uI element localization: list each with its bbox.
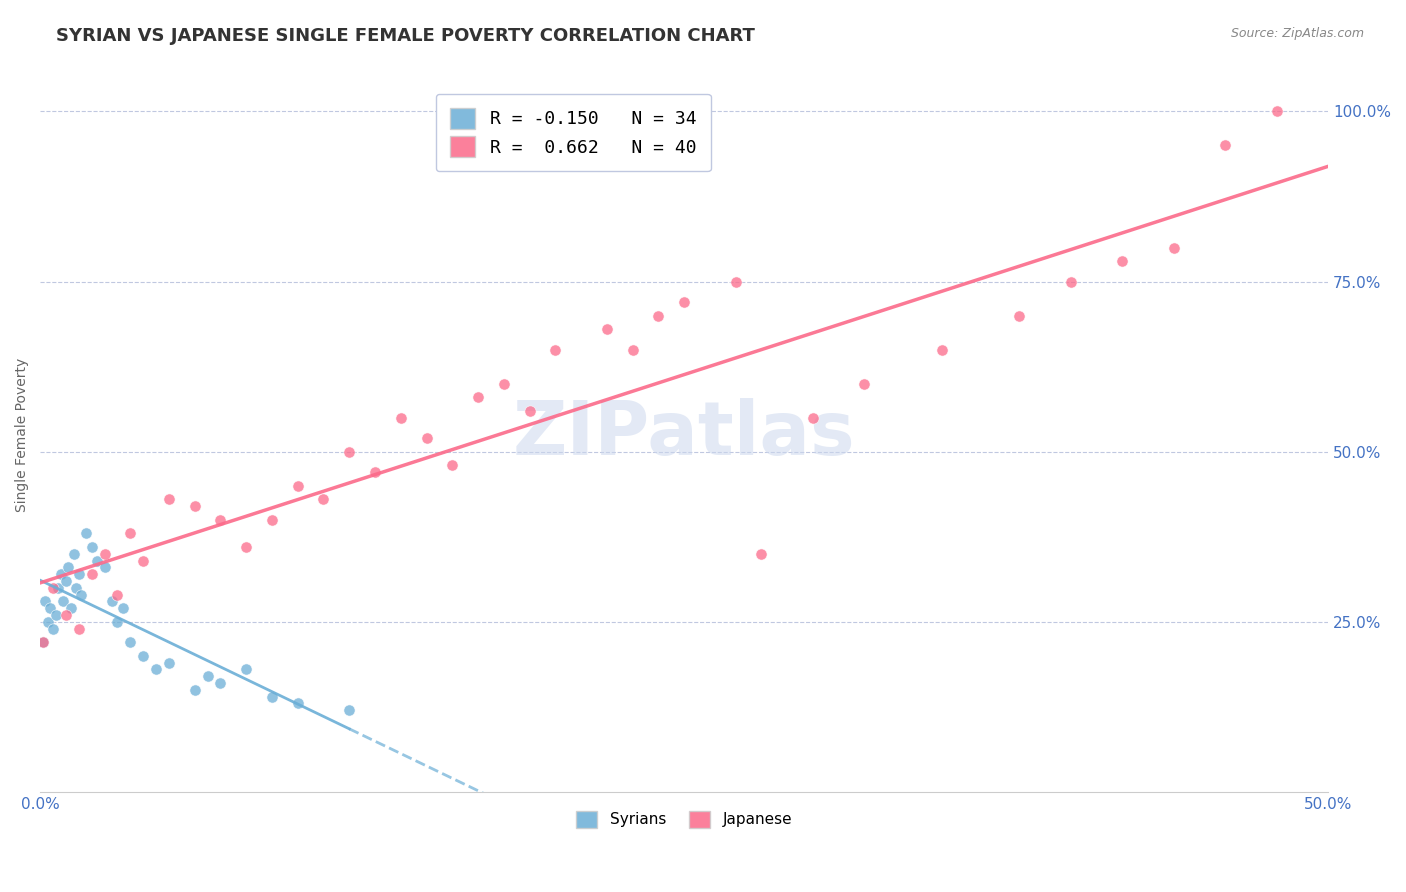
Y-axis label: Single Female Poverty: Single Female Poverty [15, 358, 30, 512]
Point [46, 581, 69, 595]
Point [39, 601, 62, 615]
Point [183, 499, 205, 513]
Point [197, 669, 219, 683]
Point [312, 492, 335, 507]
Point [80, 540, 103, 554]
Point [337, 703, 360, 717]
Point [287, 697, 309, 711]
Point [1111, 254, 1133, 268]
Point [209, 676, 232, 690]
Point [209, 513, 232, 527]
Point [751, 547, 773, 561]
Point [235, 540, 257, 554]
Point [441, 458, 464, 473]
Point [101, 594, 124, 608]
Point [183, 682, 205, 697]
Point [260, 690, 283, 704]
Point [1059, 275, 1081, 289]
Point [34, 594, 56, 608]
Legend: Syrians, Japanese: Syrians, Japanese [569, 805, 799, 834]
Point [111, 601, 134, 615]
Point [853, 376, 876, 391]
Point [62, 547, 84, 561]
Point [145, 663, 167, 677]
Point [235, 663, 257, 677]
Point [157, 492, 180, 507]
Point [55, 574, 77, 588]
Text: ZIPatlas: ZIPatlas [513, 398, 855, 471]
Point [105, 588, 128, 602]
Point [93, 547, 115, 561]
Point [415, 431, 437, 445]
Point [70, 588, 93, 602]
Text: SYRIAN VS JAPANESE SINGLE FEMALE POVERTY CORRELATION CHART: SYRIAN VS JAPANESE SINGLE FEMALE POVERTY… [56, 27, 755, 45]
Point [67, 622, 90, 636]
Point [1213, 138, 1236, 153]
Point [157, 656, 180, 670]
Point [337, 444, 360, 458]
Point [80, 567, 103, 582]
Point [120, 526, 142, 541]
Point [801, 410, 824, 425]
Point [93, 560, 115, 574]
Point [37, 615, 59, 629]
Point [31, 635, 53, 649]
Point [931, 343, 953, 357]
Point [132, 648, 155, 663]
Point [60, 601, 83, 615]
Point [65, 581, 87, 595]
Point [287, 479, 309, 493]
Point [42, 581, 65, 595]
Point [467, 390, 489, 404]
Point [55, 607, 77, 622]
Point [58, 560, 80, 574]
Point [49, 567, 72, 582]
Point [52, 594, 75, 608]
Point [364, 465, 387, 479]
Point [42, 622, 65, 636]
Point [621, 343, 644, 357]
Point [86, 553, 108, 567]
Point [120, 635, 142, 649]
Point [45, 607, 67, 622]
Point [105, 615, 128, 629]
Point [724, 275, 747, 289]
Point [492, 376, 515, 391]
Point [67, 567, 90, 582]
Point [544, 343, 567, 357]
Point [132, 553, 155, 567]
Point [647, 309, 669, 323]
Point [1008, 309, 1031, 323]
Text: Source: ZipAtlas.com: Source: ZipAtlas.com [1230, 27, 1364, 40]
Point [76, 526, 98, 541]
Point [1265, 104, 1288, 119]
Point [519, 404, 541, 418]
Point [31, 635, 53, 649]
Point [673, 295, 696, 310]
Point [596, 322, 619, 336]
Point [260, 513, 283, 527]
Point [389, 410, 412, 425]
Point [1163, 241, 1185, 255]
